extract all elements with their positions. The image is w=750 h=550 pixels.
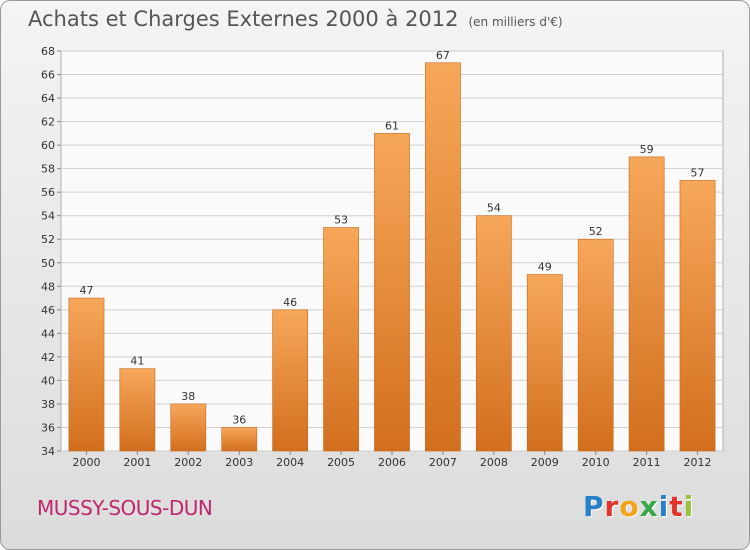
commune-name: MUSSY-SOUS-DUN <box>37 496 213 520</box>
bar-2006 <box>374 133 410 452</box>
bar-2007 <box>425 62 461 452</box>
bar-2004 <box>272 309 309 452</box>
y-tick-label: 38 <box>41 398 55 411</box>
x-tick-label-2004: 2004 <box>276 456 304 469</box>
x-tick-label-2000: 2000 <box>72 456 100 469</box>
value-label-2006: 61 <box>385 119 399 132</box>
value-label-2007: 67 <box>436 49 450 62</box>
chart-subtitle: (en milliers d'€) <box>468 15 563 29</box>
y-tick-label: 62 <box>41 116 55 129</box>
y-tick-label: 34 <box>41 445 55 458</box>
x-tick-label-2012: 2012 <box>684 456 712 469</box>
x-tick-label-2008: 2008 <box>480 456 508 469</box>
y-tick-label: 40 <box>41 374 55 387</box>
x-tick-label-2011: 2011 <box>633 456 661 469</box>
value-label-2005: 53 <box>334 213 348 226</box>
brand-letter: o <box>619 490 640 523</box>
bar-2003 <box>221 427 258 452</box>
value-label-2001: 41 <box>130 355 144 368</box>
y-tick-label: 48 <box>41 280 55 293</box>
brand-letter: t <box>669 490 684 523</box>
x-tick-label-2001: 2001 <box>123 456 151 469</box>
y-tick-label: 60 <box>41 139 55 152</box>
x-tick-label-2009: 2009 <box>531 456 559 469</box>
y-tick-label: 50 <box>41 257 55 270</box>
bar-2011 <box>628 156 665 452</box>
bar-2008 <box>475 215 512 452</box>
chart-title: Achats et Charges Externes 2000 à 2012 (e… <box>28 7 563 31</box>
x-tick-label-2002: 2002 <box>174 456 202 469</box>
y-tick-label: 46 <box>41 304 55 317</box>
y-tick-label: 52 <box>41 233 55 246</box>
bar-2001 <box>119 368 156 452</box>
proxiti-logo[interactable]: Proxiti <box>583 490 694 523</box>
value-label-2004: 46 <box>283 296 297 309</box>
brand-letter: x <box>639 490 659 523</box>
x-tick-label-2010: 2010 <box>582 456 610 469</box>
x-axis: 2000 2001 2002 2003 2004 2005 2006 2007 2008 2009… <box>72 451 712 469</box>
y-tick-label: 68 <box>41 45 55 58</box>
value-label-2000: 47 <box>79 284 93 297</box>
y-axis: 34 36 38 40 42 44 46 48 50 52 54 56 58 60 62 64 66 68 <box>41 45 61 458</box>
y-tick-label: 64 <box>41 92 55 105</box>
bar-2005 <box>323 227 359 452</box>
x-tick-label-2003: 2003 <box>225 456 253 469</box>
bar-2000 <box>68 297 105 452</box>
x-tick-label-2005: 2005 <box>327 456 355 469</box>
brand-letter: r <box>604 490 620 523</box>
y-tick-label: 66 <box>41 69 55 82</box>
y-tick-label: 58 <box>41 163 55 176</box>
y-tick-label: 44 <box>41 327 55 340</box>
brand-letter: i <box>683 490 695 523</box>
y-tick-label: 56 <box>41 186 55 199</box>
value-label-2011: 59 <box>640 143 654 156</box>
brand-letter: P <box>583 490 605 523</box>
chart-title-text: Achats et Charges Externes 2000 à 2012 <box>28 7 459 31</box>
value-label-2003: 36 <box>232 413 246 426</box>
bars: 47 41 38 36 46 53 61 67 54 49 52 59 57 <box>68 49 716 452</box>
brand-letter: i <box>658 490 670 523</box>
value-label-2009: 49 <box>538 261 552 274</box>
value-label-2010: 52 <box>589 225 603 238</box>
bar-2002 <box>170 403 207 452</box>
x-tick-label-2007: 2007 <box>429 456 457 469</box>
bar-2012 <box>679 180 716 452</box>
y-tick-label: 54 <box>41 210 55 223</box>
value-label-2012: 57 <box>691 166 705 179</box>
bar-2009 <box>526 274 563 452</box>
value-label-2008: 54 <box>487 202 501 215</box>
y-tick-label: 42 <box>41 351 55 364</box>
value-label-2002: 38 <box>181 390 195 403</box>
y-tick-label: 36 <box>41 421 55 434</box>
x-tick-label-2006: 2006 <box>378 456 406 469</box>
bar-2010 <box>577 238 614 452</box>
